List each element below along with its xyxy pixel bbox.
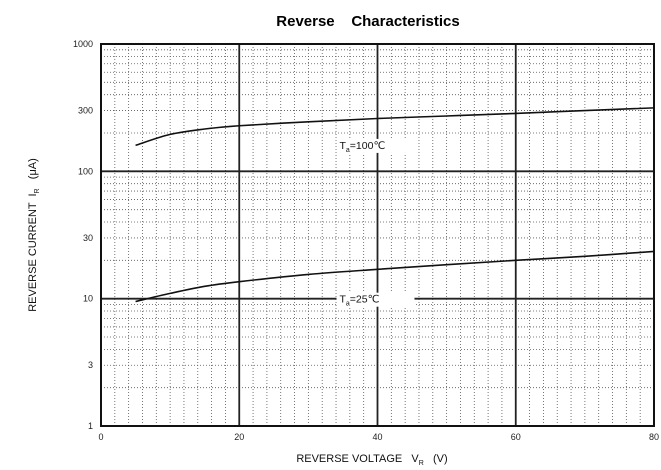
grid [101,44,654,426]
axis-labels: REVERSE VOLTAGE VR (V) REVERSE CURRENT IR… [27,158,448,467]
annotation-background [336,292,415,307]
x-tick-label: 0 [98,432,103,442]
plot-frame [100,43,655,427]
series-line-t100 [135,107,655,147]
chart-title: Reverse Characteristics [276,13,459,30]
series-label: Ta=25℃ [339,294,379,308]
x-axis-label: REVERSE VOLTAGE VR (V) [296,453,447,467]
y-tick-label: 1 [88,421,93,431]
y-tick-label: 100 [78,166,93,176]
y-tick-label: 30 [83,233,93,243]
series-label: Ta=100℃ [339,140,385,154]
x-tick-label: 80 [649,432,659,442]
y-tick-label: 3 [88,360,93,370]
y-axis-label: REVERSE CURRENT IR (μA) [27,158,41,312]
x-tick-label: 20 [234,432,244,442]
x-tick-label: 60 [511,432,521,442]
series-line-t25 [135,250,655,303]
series-annotation: Ta=100℃ [336,138,415,154]
x-tick-label: 40 [372,432,382,442]
tick-labels: 0 20 40 60 80 1 3 10 30 100 300 1000 [73,39,659,442]
y-tick-label: 10 [83,294,93,304]
y-tick-label: 1000 [73,39,93,49]
y-tick-label: 300 [78,106,93,116]
series-annotation: Ta=25℃ [336,292,415,308]
annotation-background [336,138,415,153]
plot-area [100,43,655,427]
series-layer: Ta=100℃ Ta=25℃ [135,107,655,308]
